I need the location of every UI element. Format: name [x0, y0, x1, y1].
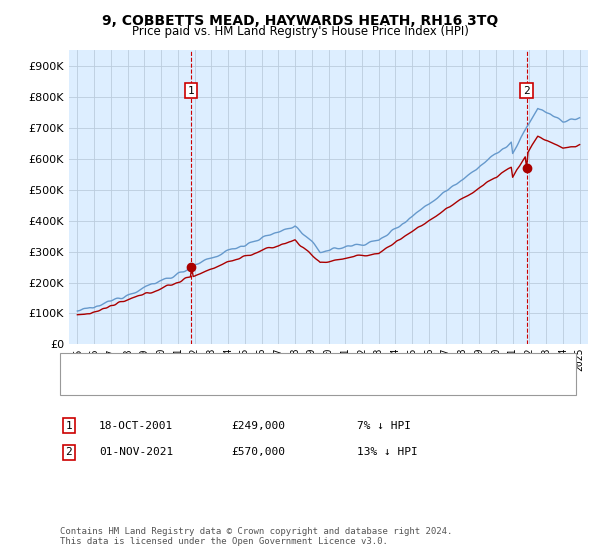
Text: 9, COBBETTS MEAD, HAYWARDS HEATH, RH16 3TQ (detached house): 9, COBBETTS MEAD, HAYWARDS HEATH, RH16 3…: [105, 361, 459, 370]
Text: HPI: Average price, detached house, Mid Sussex: HPI: Average price, detached house, Mid …: [105, 378, 381, 388]
Text: 9, COBBETTS MEAD, HAYWARDS HEATH, RH16 3TQ: 9, COBBETTS MEAD, HAYWARDS HEATH, RH16 3…: [102, 14, 498, 28]
Text: £249,000: £249,000: [231, 421, 285, 431]
Text: 13% ↓ HPI: 13% ↓ HPI: [357, 447, 418, 458]
Text: 7% ↓ HPI: 7% ↓ HPI: [357, 421, 411, 431]
Text: 2: 2: [65, 447, 73, 458]
Text: 1: 1: [188, 86, 194, 96]
Text: 18-OCT-2001: 18-OCT-2001: [99, 421, 173, 431]
Text: Price paid vs. HM Land Registry's House Price Index (HPI): Price paid vs. HM Land Registry's House …: [131, 25, 469, 38]
Text: £570,000: £570,000: [231, 447, 285, 458]
Text: Contains HM Land Registry data © Crown copyright and database right 2024.
This d: Contains HM Land Registry data © Crown c…: [60, 526, 452, 546]
Text: 2: 2: [523, 86, 530, 96]
Text: 01-NOV-2021: 01-NOV-2021: [99, 447, 173, 458]
Text: 1: 1: [65, 421, 73, 431]
Text: ———: ———: [69, 376, 91, 390]
Text: ———: ———: [69, 359, 91, 372]
